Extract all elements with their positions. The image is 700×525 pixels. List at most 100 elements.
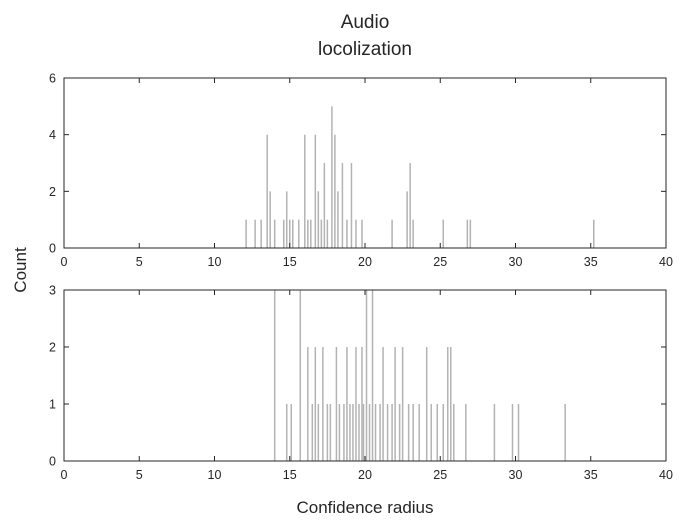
- bar: [314, 134, 317, 248]
- bar: [406, 191, 408, 248]
- bar: [466, 219, 469, 248]
- bar: [285, 191, 288, 248]
- bar: [337, 191, 339, 248]
- bar: [317, 191, 320, 248]
- bar: [412, 404, 414, 461]
- x-tick-label: 5: [136, 255, 143, 269]
- bar: [493, 404, 496, 461]
- bar: [307, 347, 309, 461]
- y-tick-label: 0: [49, 242, 56, 256]
- x-tick-label: 0: [61, 255, 68, 269]
- bar: [371, 290, 374, 461]
- x-tick-label: 35: [584, 468, 598, 482]
- bar: [314, 347, 317, 461]
- bar: [335, 347, 338, 461]
- bar: [349, 404, 351, 461]
- bar: [430, 404, 432, 461]
- bar: [322, 347, 324, 461]
- bar: [326, 219, 329, 248]
- y-tick-label: 2: [49, 185, 56, 199]
- bar: [331, 106, 333, 248]
- bar: [358, 404, 360, 461]
- bar: [361, 347, 363, 461]
- bar: [469, 219, 472, 248]
- bar: [382, 347, 384, 461]
- bar: [365, 290, 368, 461]
- bar: [401, 347, 404, 461]
- bar: [361, 219, 363, 248]
- x-tick-label: 5: [136, 468, 143, 482]
- bar: [320, 219, 323, 248]
- x-tick-label: 20: [358, 468, 372, 482]
- bar: [304, 134, 306, 248]
- chart-title-line-2: locolization: [318, 39, 412, 60]
- bar: [593, 219, 595, 248]
- bar: [311, 404, 314, 461]
- bar: [398, 404, 401, 461]
- bar: [442, 219, 445, 248]
- x-tick-label: 35: [584, 255, 598, 269]
- bar: [436, 404, 438, 461]
- subplot-top: 0 5 10 15 20 25 30 35 40 0 2 4 6: [49, 72, 673, 270]
- bar: [564, 404, 566, 461]
- x-tick-label: 30: [509, 468, 523, 482]
- bar: [418, 404, 420, 461]
- bar: [409, 163, 411, 248]
- bar: [298, 219, 300, 248]
- bar: [425, 347, 428, 461]
- bar: [346, 219, 348, 248]
- bar: [254, 219, 256, 248]
- bar: [289, 219, 291, 248]
- bar: [442, 404, 445, 461]
- y-tick-label: 4: [49, 128, 56, 142]
- bar: [273, 290, 276, 461]
- bar: [517, 404, 520, 461]
- x-tick-label: 40: [659, 255, 673, 269]
- bar: [368, 404, 371, 461]
- bar: [355, 219, 357, 248]
- bar: [326, 404, 329, 461]
- bar: [310, 219, 312, 248]
- y-tick-label: 1: [49, 398, 56, 412]
- bar: [323, 163, 326, 248]
- bar: [447, 347, 449, 461]
- subplot-bottom: 0 5 10 15 20 25 30 35 40 0 1 2 3: [49, 284, 673, 483]
- x-tick-label: 30: [509, 255, 523, 269]
- x-tick-label: 10: [208, 255, 222, 269]
- x-tick-label: 20: [358, 255, 372, 269]
- bar: [338, 404, 341, 461]
- bar: [343, 404, 345, 461]
- bar: [394, 347, 396, 461]
- bar: [386, 404, 389, 461]
- bar: [355, 347, 357, 461]
- bar: [329, 404, 332, 461]
- bar: [260, 219, 262, 248]
- x-axis-label: Confidence radius: [296, 498, 433, 517]
- bar: [341, 163, 344, 248]
- x-tick-label: 40: [659, 468, 673, 482]
- bar: [379, 404, 381, 461]
- x-tick-label: 15: [283, 468, 297, 482]
- bar: [282, 219, 285, 248]
- bar: [245, 219, 247, 248]
- bar: [307, 219, 309, 248]
- bar: [292, 219, 294, 248]
- bar: [334, 134, 336, 248]
- axes-box: [63, 77, 667, 249]
- y-tick-label: 3: [49, 284, 56, 298]
- x-tick-label: 10: [208, 468, 222, 482]
- bar: [269, 191, 271, 248]
- bar: [407, 404, 410, 461]
- bar: [391, 404, 393, 461]
- y-tick-label: 0: [49, 455, 56, 469]
- bar: [374, 404, 377, 461]
- axes-box: [63, 289, 667, 462]
- bar: [317, 404, 320, 461]
- y-axis-label: Count: [11, 247, 30, 293]
- y-tick-label: 6: [49, 72, 56, 86]
- bar: [273, 219, 276, 248]
- x-tick-label: 25: [433, 468, 447, 482]
- bar: [362, 404, 365, 461]
- bar: [391, 219, 393, 248]
- bar: [453, 404, 455, 461]
